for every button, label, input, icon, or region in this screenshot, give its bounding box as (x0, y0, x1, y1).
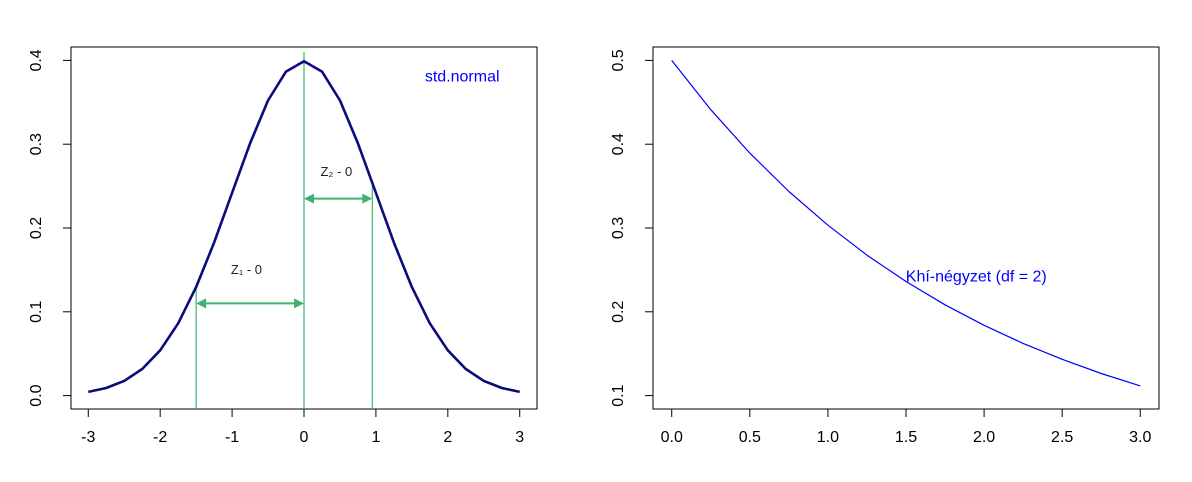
arrow-head-right (362, 193, 373, 204)
y-tick-label: 0.2 (28, 217, 45, 239)
series-line (671, 60, 1141, 387)
y-tick-label: 0.1 (28, 301, 45, 323)
chi-square-chart: 0.0 0.5 1.0 1.5 2.0 2.5 3.0 0.1 0.2 0.3 0.4 0.5 Khí-… (610, 46, 1160, 446)
y-tick-label: 0.3 (28, 133, 45, 155)
x-tick-label: 2 (443, 429, 452, 446)
annotation-label: Khí-négyzet (df = 2) (906, 269, 1047, 286)
y-tick-label: 0.1 (610, 384, 627, 406)
x-tick-label: 0.5 (739, 429, 761, 446)
y-tick-label: 0.4 (610, 133, 627, 155)
arrow-head-left (304, 193, 314, 204)
x-tick-label: -3 (81, 429, 95, 446)
x-tick-label: 3.0 (1129, 429, 1151, 446)
series-line (88, 59, 520, 394)
x-tick-label: 3 (515, 429, 524, 446)
x-tick-label: 2.5 (1051, 429, 1073, 446)
annotation-label: std.normal (425, 68, 500, 85)
y-tick-label: 0.4 (28, 49, 45, 71)
annotation-label: Z₂ - 0 (320, 164, 352, 179)
arrow-head-right (294, 298, 304, 309)
x-tick-label: 1.5 (895, 429, 917, 446)
x-tick-label: 1 (371, 429, 380, 446)
y-tick-label: 0.2 (610, 301, 627, 323)
annotation-label: Z₁ - 0 (231, 262, 262, 277)
std-normal-chart: -3 -2 -1 0 1 2 3 0.0 0.1 0.2 0.3 0.4 std.normal Z₁ - … (28, 46, 538, 446)
y-tick-label: 0.3 (610, 217, 627, 239)
arrow-head-left (196, 298, 207, 309)
x-tick-label: 2.0 (973, 429, 995, 446)
y-tick-label: 0.5 (610, 49, 627, 71)
x-tick-label: -2 (153, 429, 167, 446)
x-tick-label: 0.0 (661, 429, 683, 446)
plot-frame (652, 46, 1160, 410)
x-tick-label: -1 (225, 429, 239, 446)
y-tick-label: 0.0 (28, 384, 45, 406)
x-tick-label: 0 (300, 429, 309, 446)
x-tick-label: 1.0 (817, 429, 839, 446)
